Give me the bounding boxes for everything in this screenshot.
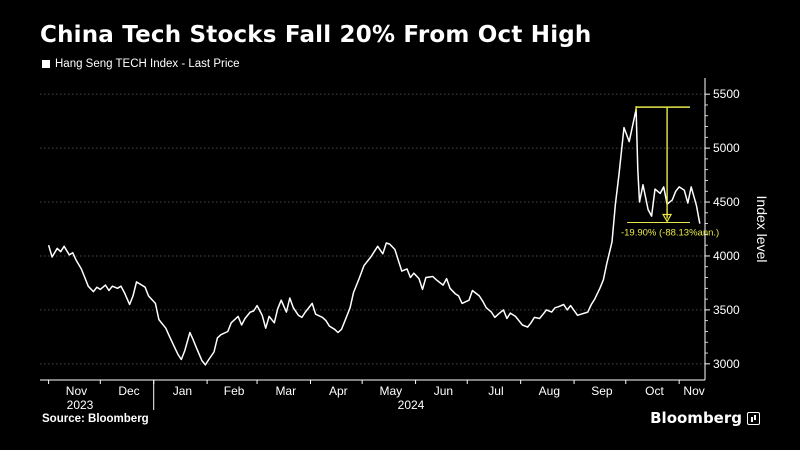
x-tick-label: Oct (645, 384, 664, 398)
brand-name: Bloomberg (650, 409, 742, 427)
annotation-arrowhead (662, 213, 673, 223)
x-tick-label: Jul (488, 384, 503, 398)
y-axis-title: Index level (754, 196, 770, 263)
legend-label: Hang Seng TECH Index - Last Price (55, 58, 240, 70)
x-tick-label: May (380, 384, 403, 398)
y-tick-label: 5000 (713, 141, 740, 155)
axes: 3000 3500 4000 4500 5000 5500 Index level Nov De… (40, 78, 770, 412)
chart-title: China Tech Stocks Fall 20% From Oct High (40, 22, 592, 48)
annotation-label: -19.90% (-88.13%ann.) (621, 228, 719, 239)
year-label: 2024 (398, 398, 425, 412)
series-layer (47, 108, 701, 366)
y-tick-label: 5500 (713, 87, 740, 101)
x-tick-label: Nov (66, 384, 87, 398)
x-tick-label: Apr (329, 384, 348, 398)
x-tick-label: Mar (275, 384, 296, 398)
x-tick-label: Jan (173, 384, 192, 398)
x-tick-label: Dec (118, 384, 139, 398)
annotation-layer: -19.90% (-88.13%ann.) (621, 106, 719, 239)
brand-logo: Bloomberg (650, 409, 760, 427)
y-tick-label: 4000 (713, 249, 740, 263)
year-label: 2023 (67, 398, 94, 412)
series-line (47, 108, 701, 366)
y-tick-label: 4500 (713, 195, 740, 209)
y-tick-label: 3500 (713, 303, 740, 317)
y-tick-label: 3000 (713, 357, 740, 371)
legend-swatch (42, 60, 50, 68)
source-note: Source: Bloomberg (42, 413, 149, 425)
gridlines (40, 93, 705, 365)
terminal-icon (747, 411, 760, 425)
x-tick-label: Sep (591, 384, 613, 398)
x-tick-label: Aug (539, 384, 560, 398)
x-tick-label: Nov (683, 384, 704, 398)
chart-legend: Hang Seng TECH Index - Last Price (42, 58, 240, 70)
x-tick-label: Feb (224, 384, 245, 398)
x-tick-label: Jun (434, 384, 453, 398)
